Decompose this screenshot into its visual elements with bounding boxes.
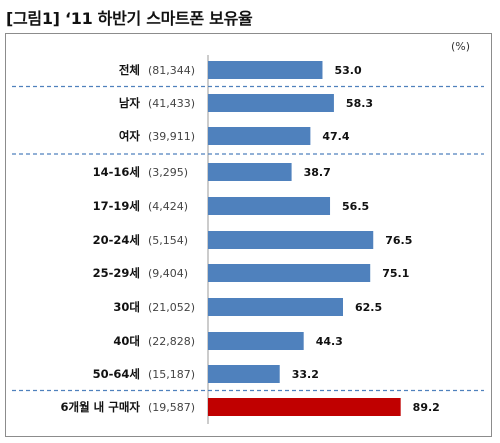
bar	[208, 264, 371, 282]
category-label: 50-64세	[93, 367, 140, 381]
bar	[208, 197, 331, 215]
unit-label: (%)	[450, 40, 470, 53]
bar	[208, 365, 280, 383]
category-label: 20-24세	[93, 233, 140, 247]
value-label: 89.2	[413, 401, 440, 414]
bar	[208, 231, 374, 249]
value-label: 75.1	[382, 267, 409, 280]
value-label: 33.2	[292, 368, 319, 381]
value-label: 62.5	[355, 301, 382, 314]
sample-size-label: (81,344)	[148, 64, 195, 77]
value-label: 56.5	[342, 200, 369, 213]
sample-size-label: (15,187)	[148, 368, 195, 381]
value-label: 38.7	[304, 166, 331, 179]
sample-size-label: (5,154)	[148, 234, 188, 247]
bar	[208, 332, 304, 350]
category-label: 전체	[119, 63, 140, 77]
category-label: 25-29세	[93, 266, 140, 280]
bar	[208, 163, 292, 181]
category-label: 30대	[113, 300, 140, 314]
sample-size-label: (3,295)	[148, 166, 188, 179]
value-label: 44.3	[316, 335, 343, 348]
value-label: 53.0	[334, 64, 361, 77]
sample-size-label: (39,911)	[148, 130, 195, 143]
category-label: 40대	[113, 334, 140, 348]
sample-size-label: (21,052)	[148, 301, 195, 314]
sample-size-label: (4,424)	[148, 200, 188, 213]
bar	[208, 94, 334, 112]
chart-title: [그림1] ‘11 하반기 스마트폰 보유율	[6, 9, 253, 28]
value-label: 76.5	[385, 234, 412, 247]
bar	[208, 61, 323, 79]
category-label: 17-19세	[93, 199, 140, 213]
sample-size-label: (19,587)	[148, 401, 195, 414]
category-label: 14-16세	[93, 165, 140, 179]
sample-size-label: (41,433)	[148, 97, 195, 110]
category-label: 남자	[119, 96, 141, 110]
chart-frame	[5, 33, 492, 437]
bar	[208, 298, 343, 316]
value-label: 58.3	[346, 97, 373, 110]
sample-size-label: (22,828)	[148, 335, 195, 348]
category-label: 여자	[119, 129, 141, 143]
bar-highlight	[208, 398, 401, 416]
bar	[208, 127, 311, 145]
category-label: 6개월 내 구매자	[61, 400, 141, 414]
sample-size-label: (9,404)	[148, 267, 188, 280]
value-label: 47.4	[322, 130, 349, 143]
